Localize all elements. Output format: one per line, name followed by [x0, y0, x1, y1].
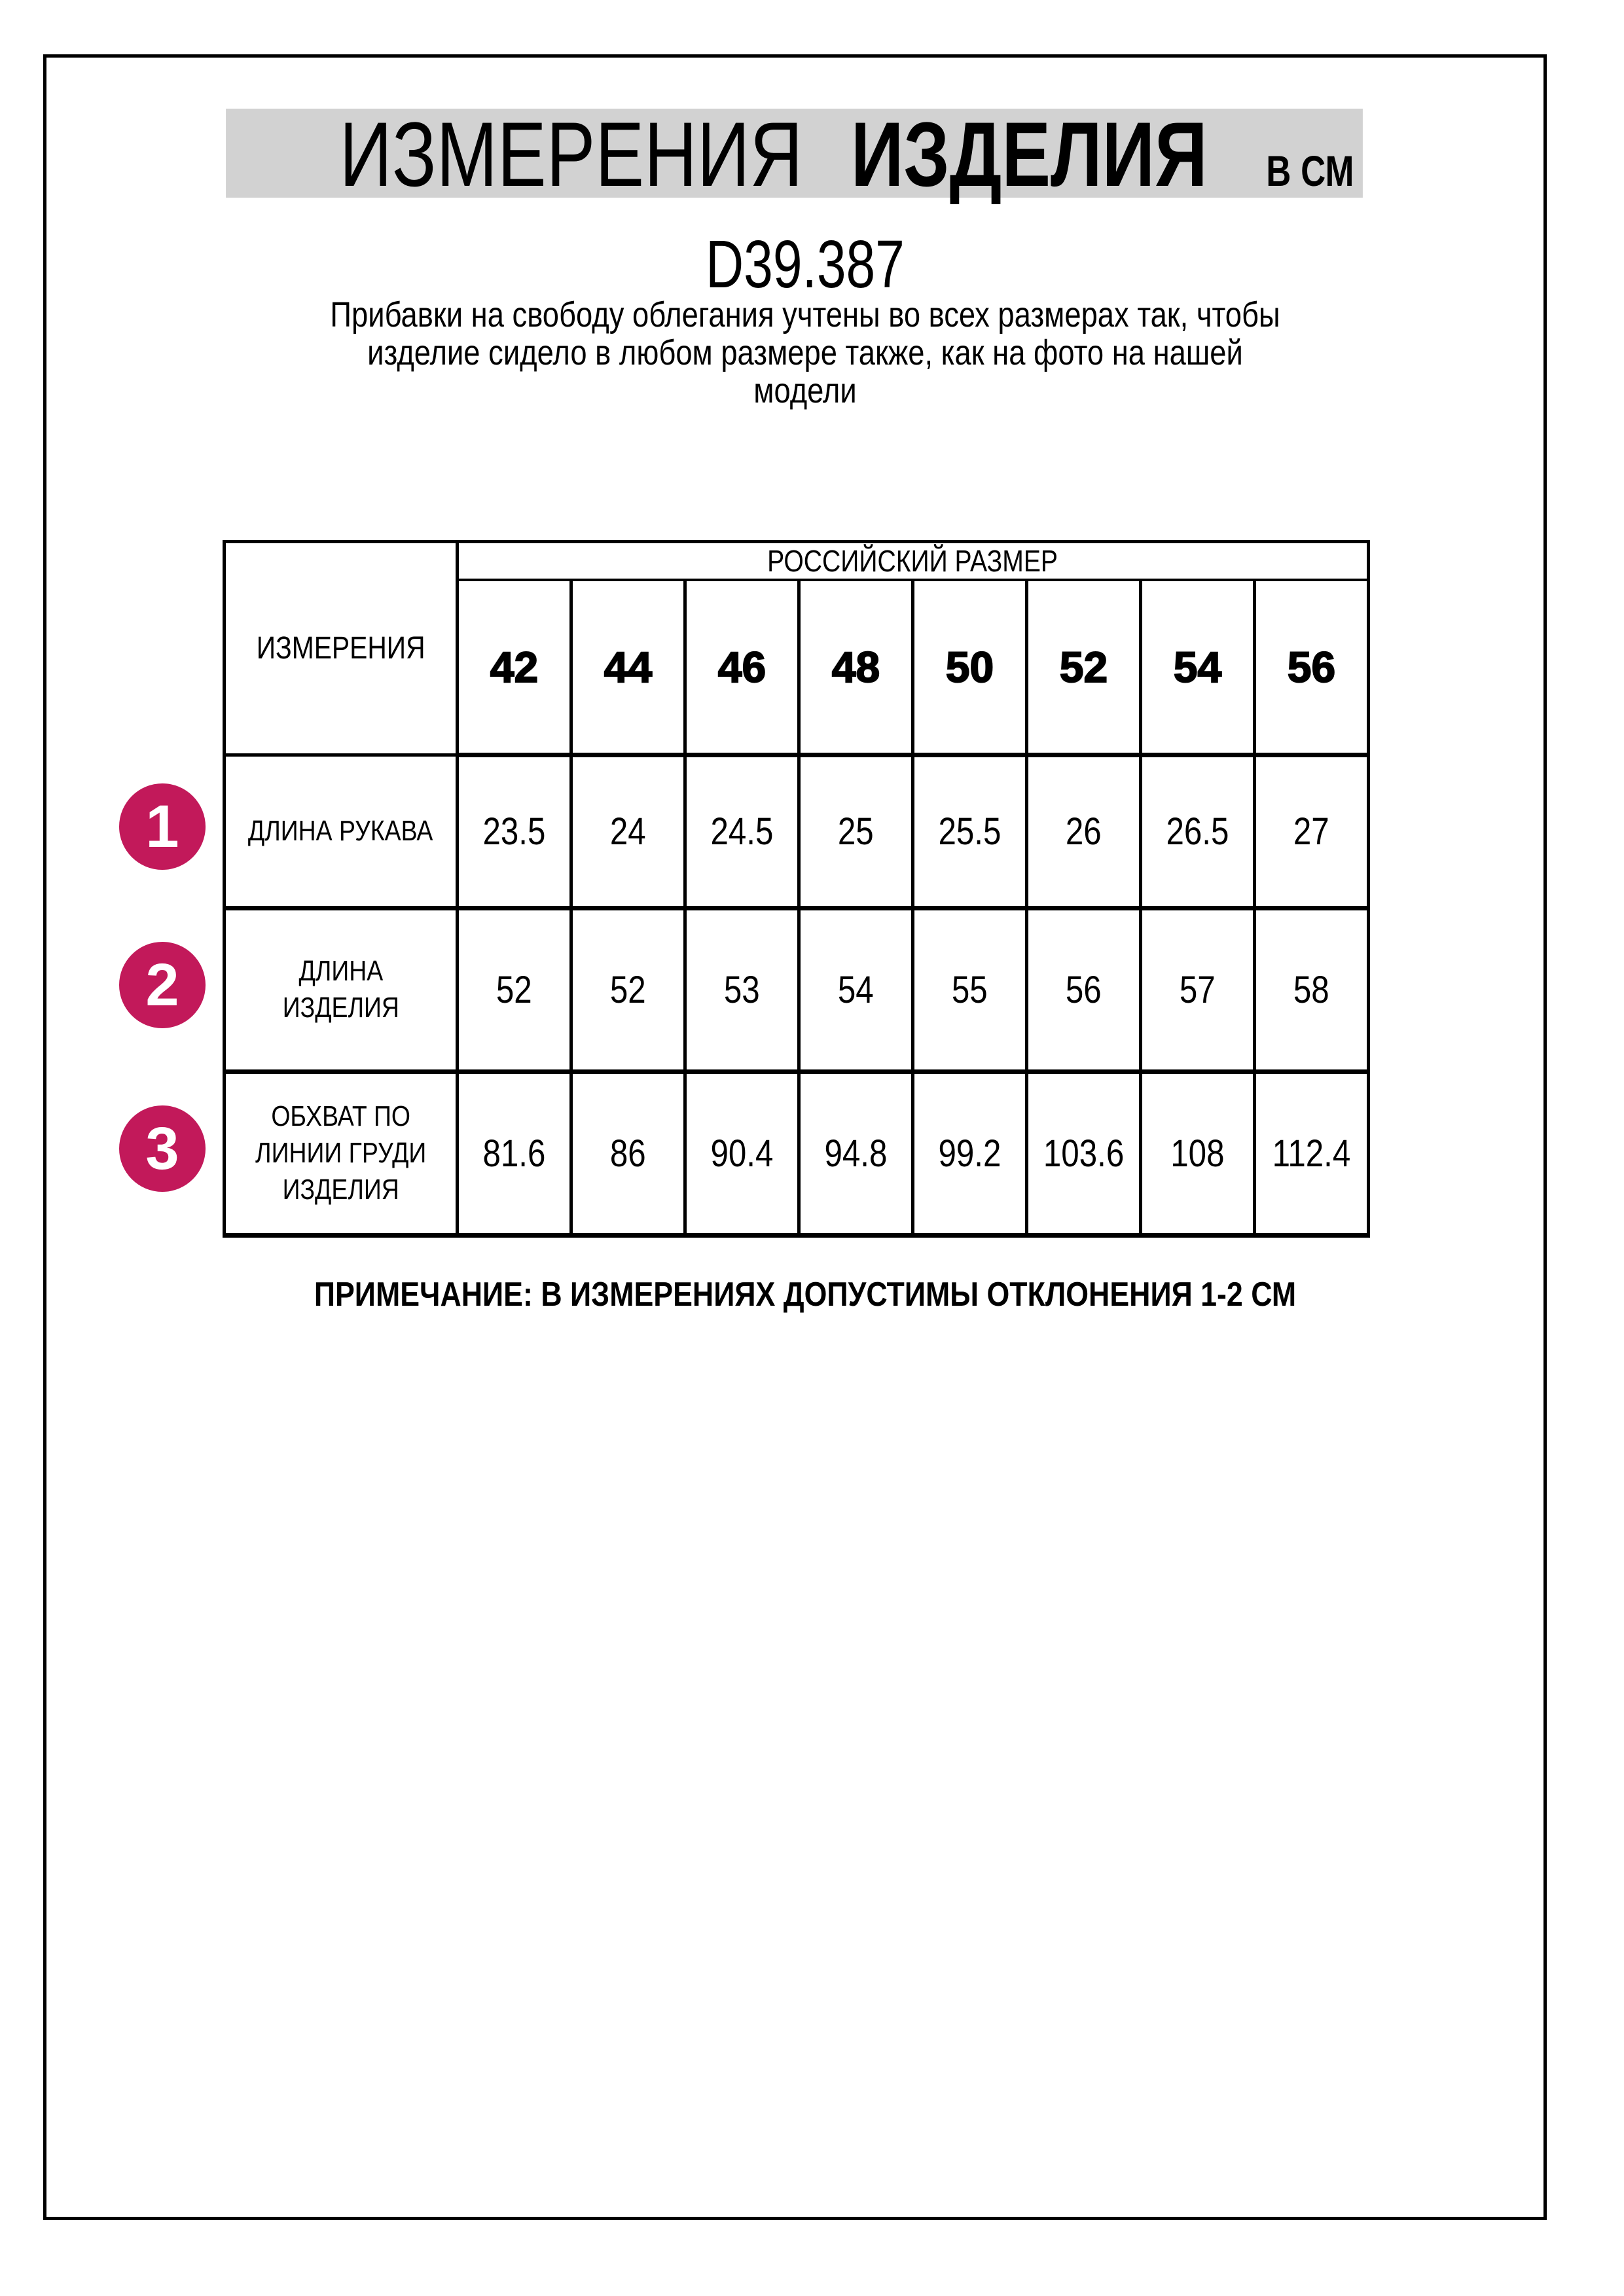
measurement-value: 24.5 [710, 810, 774, 853]
row-label-cell: ОБХВАТ ПО ЛИНИИ ГРУДИ ИЗДЕЛИЯ [223, 1069, 459, 1238]
measurement-value: 112.4 [1272, 1132, 1351, 1175]
value-cell: 25 [797, 753, 914, 910]
size-cell: 46 [683, 579, 801, 757]
size-value: 44 [604, 642, 653, 692]
row-label: ОБХВАТ ПО ЛИНИИ ГРУДИ ИЗДЕЛИЯ [255, 1100, 427, 1206]
value-cell: 103.6 [1025, 1069, 1142, 1238]
value-cell: 23.5 [456, 753, 573, 910]
value-cell: 58 [1253, 906, 1370, 1074]
measurement-value: 23.5 [482, 810, 546, 853]
measurement-value: 103.6 [1043, 1132, 1125, 1175]
value-cell: 94.8 [797, 1069, 914, 1238]
row-number-badge-2: 2 [119, 942, 206, 1028]
row-label: ДЛИНА РУКАВА [248, 814, 433, 847]
size-value: 46 [717, 642, 767, 692]
tolerance-note: ПРИМЕЧАНИЕ: В ИЗМЕРЕНИЯХ ДОПУСТИМЫ ОТКЛО… [314, 1276, 1297, 1314]
russian-size-header-cell: РОССИЙСКИЙ РАЗМЕР [456, 540, 1370, 581]
header-title-measurements: ИЗМЕРЕНИЯ [339, 103, 803, 206]
table-row-sleeve-length: ДЛИНА РУКАВА 23.5 24 24.5 25 25.5 26 26.… [223, 753, 1370, 910]
row-label: ДЛИНА ИЗДЕЛИЯ [282, 955, 399, 1024]
row-number-badge-1: 1 [119, 783, 206, 870]
measurements-corner-label: ИЗМЕРЕНИЯ [256, 630, 425, 666]
measurement-value: 94.8 [824, 1132, 888, 1175]
value-cell: 52 [456, 906, 573, 1074]
measurements-corner-cell: ИЗМЕРЕНИЯ [223, 540, 459, 757]
header-bar: ИЗМЕРЕНИЯ ИЗДЕЛИЯ В СМ [226, 103, 1363, 206]
value-cell: 53 [683, 906, 801, 1074]
value-cell: 52 [569, 906, 687, 1074]
measurement-value: 108 [1170, 1132, 1225, 1175]
value-cell: 86 [569, 1069, 687, 1238]
measurement-value: 57 [1180, 968, 1216, 1011]
measurement-value: 26.5 [1166, 810, 1229, 853]
table-row-chest-girth: ОБХВАТ ПО ЛИНИИ ГРУДИ ИЗДЕЛИЯ 81.6 86 90… [223, 1069, 1370, 1238]
measurement-value: 90.4 [710, 1132, 774, 1175]
size-cell: 54 [1139, 579, 1256, 757]
row-label-cell: ДЛИНА ИЗДЕЛИЯ [223, 906, 459, 1074]
value-cell: 55 [911, 906, 1028, 1074]
table-header-row: ИЗМЕРЕНИЯ РОССИЙСКИЙ РАЗМЕР [223, 540, 1370, 757]
value-cell: 57 [1139, 906, 1256, 1074]
size-cell: 56 [1253, 579, 1370, 757]
measurement-value: 25 [838, 810, 874, 853]
value-cell: 26.5 [1139, 753, 1256, 910]
value-cell: 25.5 [911, 753, 1028, 910]
size-table: ИЗМЕРЕНИЯ РОССИЙСКИЙ РАЗМЕР 42 44 46 48 … [223, 540, 1370, 1238]
size-cell: 52 [1025, 579, 1142, 757]
row-number-badge-3: 3 [119, 1105, 206, 1192]
sizes-row: 42 44 46 48 50 52 54 56 [225, 579, 1370, 757]
row-number: 1 [145, 793, 179, 860]
size-value: 52 [1059, 642, 1108, 692]
value-cell: 81.6 [456, 1069, 573, 1238]
measurement-value: 53 [724, 968, 760, 1011]
size-value: 48 [831, 642, 880, 692]
size-cell: 50 [911, 579, 1028, 757]
measurement-value: 55 [952, 968, 988, 1011]
measurement-value: 54 [838, 968, 874, 1011]
fit-description: Прибавки на свободу облегания учтены во … [330, 295, 1280, 410]
measurement-value: 24 [610, 810, 646, 853]
measurement-value: 26 [1066, 810, 1102, 853]
row-number: 3 [145, 1115, 179, 1182]
size-value: 54 [1173, 642, 1222, 692]
row-number: 2 [145, 951, 179, 1018]
article-code: D39.387 [706, 226, 905, 302]
value-cell: 108 [1139, 1069, 1256, 1238]
measurement-value: 81.6 [482, 1132, 546, 1175]
size-cell: 42 [456, 579, 573, 757]
value-cell: 24 [569, 753, 687, 910]
table-row-product-length: ДЛИНА ИЗДЕЛИЯ 52 52 53 54 55 56 57 58 [223, 906, 1370, 1074]
measurement-value: 56 [1066, 968, 1102, 1011]
size-cell: 44 [569, 579, 687, 757]
value-cell: 99.2 [911, 1069, 1028, 1238]
header-title-product: ИЗДЕЛИЯ [850, 103, 1208, 206]
russian-size-header-label: РОССИЙСКИЙ РАЗМЕР [767, 544, 1058, 578]
measurement-value: 99.2 [938, 1132, 1001, 1175]
measurement-value: 58 [1293, 968, 1329, 1011]
size-cell: 48 [797, 579, 914, 757]
value-cell: 90.4 [683, 1069, 801, 1238]
size-value: 50 [945, 642, 994, 692]
measurement-value: 25.5 [938, 810, 1001, 853]
value-cell: 27 [1253, 753, 1370, 910]
measurement-value: 52 [610, 968, 646, 1011]
header-title-units: В СМ [1266, 147, 1354, 195]
row-label-cell: ДЛИНА РУКАВА [223, 753, 459, 910]
value-cell: 56 [1025, 906, 1142, 1074]
measurement-value: 86 [610, 1132, 646, 1175]
page-border-frame [43, 54, 1547, 2220]
measurement-value: 27 [1293, 810, 1329, 853]
size-value: 42 [490, 642, 539, 692]
size-value: 56 [1287, 642, 1336, 692]
value-cell: 26 [1025, 753, 1142, 910]
value-cell: 112.4 [1253, 1069, 1370, 1238]
value-cell: 24.5 [683, 753, 801, 910]
measurement-value: 52 [496, 968, 532, 1011]
value-cell: 54 [797, 906, 914, 1074]
